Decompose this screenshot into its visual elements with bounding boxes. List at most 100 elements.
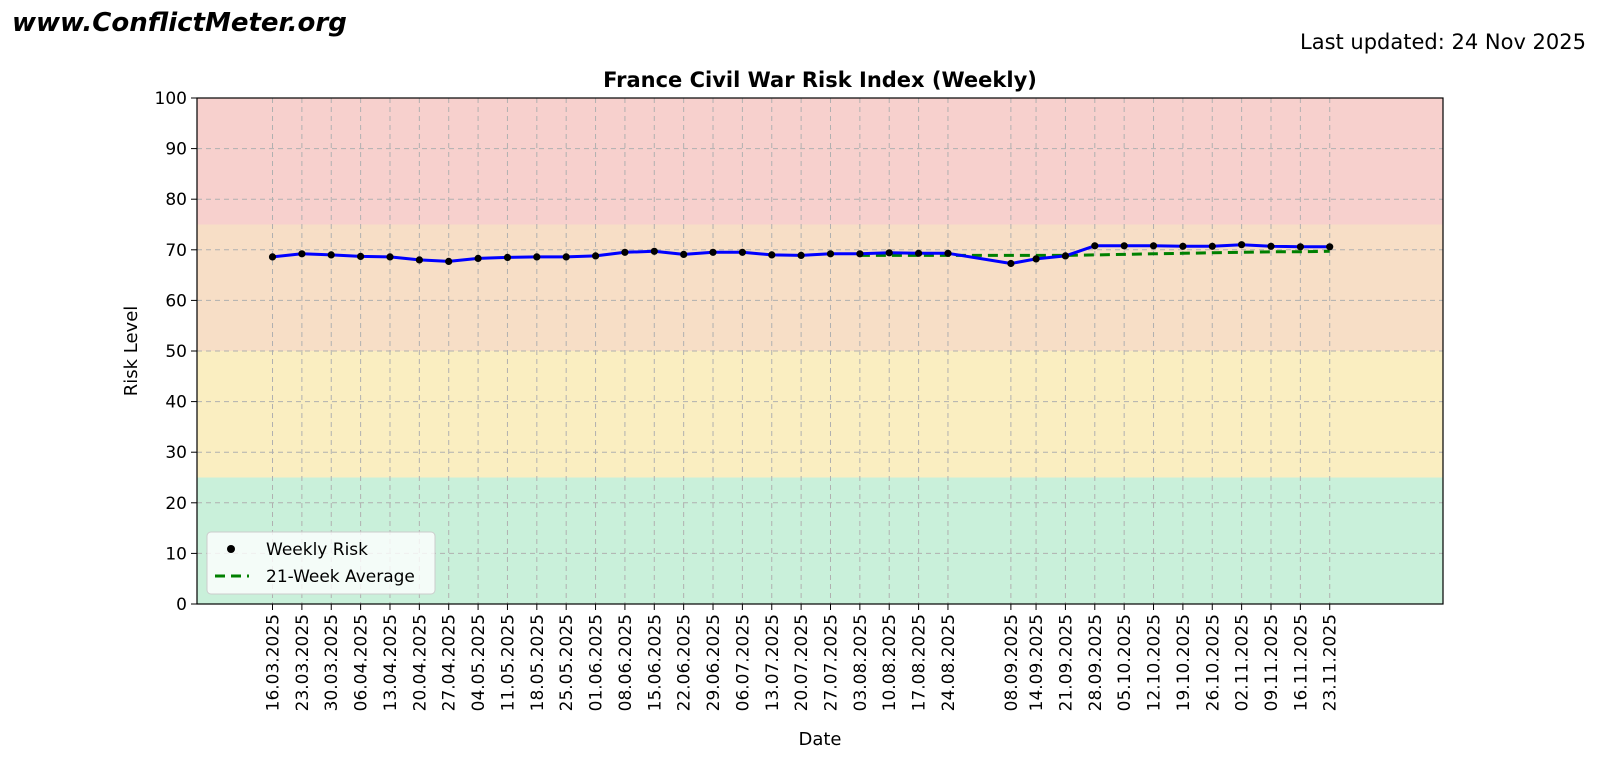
x-tick-label: 12.10.2025 (1145, 614, 1165, 711)
average-layer (859, 249, 1330, 257)
data-point (1120, 242, 1128, 250)
x-tick-label: 13.07.2025 (763, 614, 783, 711)
y-tick-label: 70 (165, 241, 187, 261)
data-point (709, 248, 717, 256)
risk-band-1 (197, 351, 1443, 478)
x-tick-label: 09.11.2025 (1262, 614, 1282, 711)
x-tick-label: 17.08.2025 (910, 614, 930, 711)
legend: Weekly Risk 21-Week Average (206, 531, 436, 595)
y-tick-label: 80 (165, 190, 187, 210)
x-tick-label: 03.08.2025 (851, 614, 871, 711)
x-tick-label: 06.04.2025 (352, 614, 372, 711)
data-point (1061, 252, 1069, 260)
risk-bands (197, 98, 1443, 604)
y-tick-label: 100 (155, 89, 187, 109)
x-tick-label: 16.03.2025 (264, 614, 284, 711)
legend-label-average: 21-Week Average (266, 567, 415, 587)
x-tick-label: 05.10.2025 (1115, 614, 1135, 711)
x-tick-label: 22.06.2025 (675, 614, 695, 711)
x-tick-label: 28.09.2025 (1086, 614, 1106, 711)
risk-band-3 (197, 98, 1443, 225)
data-point (1091, 242, 1099, 250)
x-tick-label: 08.09.2025 (1002, 614, 1022, 711)
x-tick-label: 18.05.2025 (528, 614, 548, 711)
data-point (533, 253, 541, 261)
data-point (1296, 243, 1304, 251)
x-axis-ticks: 16.03.2025 23.03.2025 30.03.2025 06.04.2025… (264, 604, 1341, 711)
data-point (650, 247, 658, 255)
y-tick-label: 90 (165, 140, 187, 160)
data-point (768, 251, 776, 259)
x-tick-label: 15.06.2025 (645, 614, 665, 711)
legend-box (206, 531, 436, 595)
legend-marker-weekly-risk (227, 545, 235, 553)
y-tick-label: 0 (176, 595, 187, 615)
y-tick-label: 40 (165, 393, 187, 413)
data-point (680, 250, 688, 258)
chart-title: France Civil War Risk Index (Weekly) (603, 68, 1037, 92)
data-point (797, 251, 805, 259)
data-point (1326, 243, 1334, 251)
data-point (1267, 242, 1275, 250)
data-point (474, 254, 482, 262)
x-tick-label: 14.09.2025 (1027, 614, 1047, 711)
x-tick-label: 01.06.2025 (587, 614, 607, 711)
data-point (1007, 259, 1015, 268)
y-tick-label: 60 (165, 291, 187, 311)
data-point (298, 250, 306, 258)
data-point (885, 249, 893, 257)
weekly-risk-layer (268, 241, 1334, 268)
data-point (1238, 241, 1246, 249)
x-tick-label: 10.08.2025 (880, 614, 900, 711)
x-tick-label: 24.08.2025 (939, 614, 959, 711)
data-point (1179, 242, 1187, 250)
data-point (268, 253, 277, 261)
data-point (944, 249, 952, 257)
x-tick-label: 25.05.2025 (557, 614, 577, 711)
x-tick-label: 02.11.2025 (1233, 614, 1253, 711)
series-line-21-week-average (859, 249, 1330, 257)
series-line-weekly-risk (272, 243, 1330, 265)
data-point (1149, 242, 1158, 250)
legend-label-weekly-risk: Weekly Risk (266, 540, 368, 560)
x-tick-label: 23.03.2025 (293, 614, 313, 711)
x-tick-label: 26.10.2025 (1203, 614, 1223, 711)
x-tick-label: 04.05.2025 (469, 614, 489, 711)
x-tick-label: 06.07.2025 (733, 614, 753, 711)
y-axis-ticks: 0 10 20 30 40 50 60 70 80 90 100 (155, 89, 197, 615)
x-tick-label: 11.05.2025 (498, 614, 518, 711)
last-updated-label: Last updated: 24 Nov 2025 (1300, 30, 1586, 54)
x-tick-label: 27.07.2025 (821, 614, 841, 711)
x-tick-label: 16.11.2025 (1291, 614, 1311, 711)
data-point (445, 257, 453, 265)
data-point (915, 249, 923, 257)
data-point (826, 250, 835, 258)
x-tick-label: 08.06.2025 (616, 614, 636, 711)
data-point (415, 256, 423, 264)
y-tick-label: 30 (165, 443, 187, 463)
data-point (357, 252, 365, 260)
data-point (1032, 255, 1040, 263)
data-point (592, 252, 600, 260)
x-tick-label: 20.04.2025 (410, 614, 430, 711)
data-point (738, 248, 747, 256)
data-point (1208, 242, 1216, 250)
x-tick-label: 20.07.2025 (792, 614, 812, 711)
data-point (856, 250, 864, 258)
y-tick-label: 50 (165, 342, 187, 362)
x-tick-label: 19.10.2025 (1174, 614, 1194, 711)
data-point (621, 248, 629, 256)
risk-band-2 (197, 224, 1443, 351)
y-tick-label: 10 (165, 544, 187, 564)
x-axis-label: Date (798, 729, 841, 750)
x-tick-label: 30.03.2025 (322, 614, 342, 711)
x-tick-label: 23.11.2025 (1321, 614, 1341, 711)
data-point (562, 253, 570, 261)
y-tick-label: 20 (165, 494, 187, 514)
data-point (327, 251, 335, 259)
x-tick-label: 13.04.2025 (381, 614, 401, 711)
site-label: www.ConflictMeter.org (12, 8, 347, 38)
data-point (503, 253, 512, 261)
